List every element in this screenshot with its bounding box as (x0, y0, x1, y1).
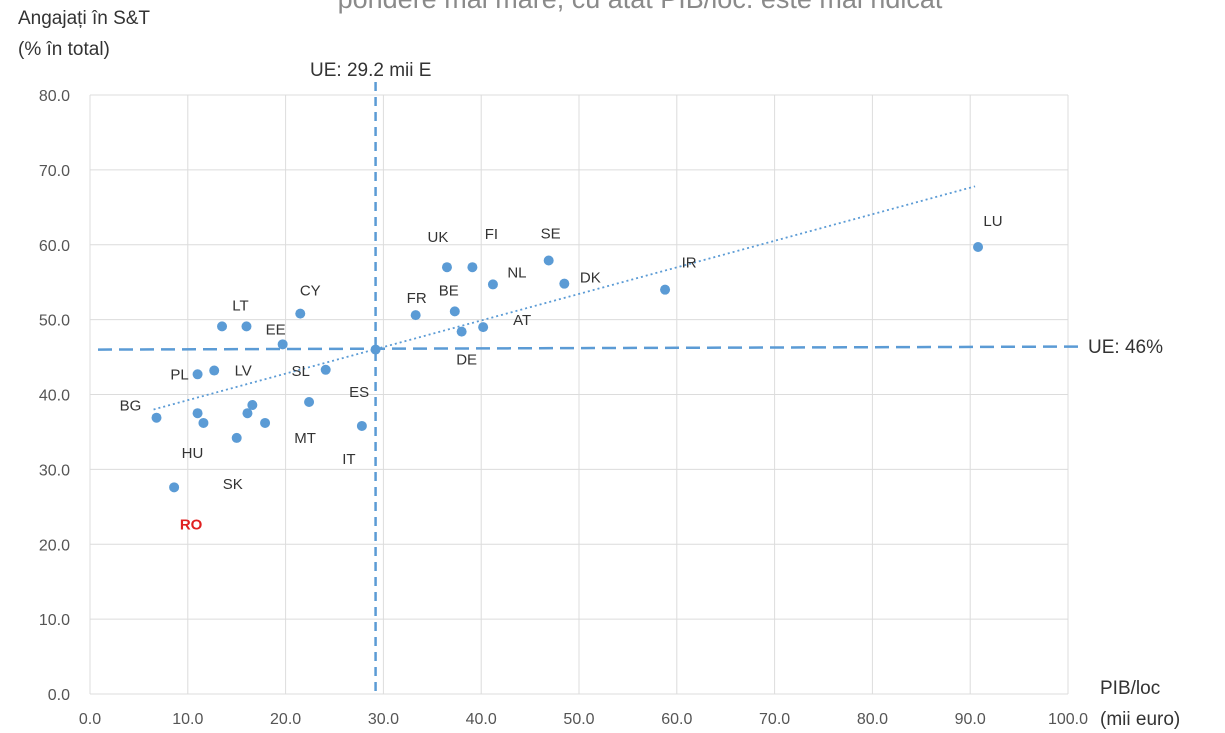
x-tick-label: 0.0 (79, 711, 101, 728)
y-tick-label: 20.0 (39, 537, 70, 554)
data-points: LU IR DK SE NL FI UK AT DE BE FR IT SL ES CY EE MT LT SK LV… (120, 213, 1003, 533)
point-label-bg: BG (120, 398, 142, 415)
point-label-it: IT (342, 451, 355, 468)
data-point (487, 279, 498, 290)
data-point (242, 408, 253, 419)
data-point (356, 420, 367, 431)
x-tick-label: 40.0 (466, 711, 497, 728)
trendline-path (153, 185, 976, 411)
x-tick-label: 60.0 (661, 711, 692, 728)
horizontal-reference-line (97, 345, 1079, 351)
data-point (449, 306, 460, 317)
data-point (467, 262, 478, 273)
data-point (410, 310, 421, 321)
y-tick-label: 10.0 (39, 612, 70, 629)
data-point (559, 278, 570, 289)
data-point (192, 369, 203, 380)
x-tick-label: 20.0 (270, 711, 301, 728)
point-label-ir: IR (682, 255, 697, 272)
data-point (973, 241, 984, 252)
y-axis-title-line1: Angajați în S&T (18, 8, 150, 29)
x-tick-labels: 0.0 10.0 20.0 30.0 40.0 50.0 60.0 70.0 80.0 90.0 1… (79, 711, 1088, 728)
point-label-sl: SL (292, 363, 310, 380)
point-label-pl: PL (170, 366, 188, 383)
point-label-lu: LU (983, 213, 1002, 230)
x-tick-label: 80.0 (857, 711, 888, 728)
point-label-cy: CY (300, 283, 321, 300)
point-label-at: AT (513, 312, 531, 329)
data-point (456, 326, 467, 337)
y-tick-label: 70.0 (39, 163, 70, 180)
point-label-hu: HU (182, 445, 204, 462)
data-point (217, 321, 228, 332)
point-label-ro: RO (180, 516, 203, 533)
point-label-se: SE (541, 225, 561, 242)
data-point (169, 482, 180, 493)
data-point (277, 339, 288, 350)
point-label-uk: UK (428, 229, 449, 246)
trendline (153, 185, 976, 411)
point-label-sk: SK (223, 476, 243, 493)
data-point (247, 399, 258, 410)
gridlines (89, 94, 1069, 695)
data-point (543, 255, 554, 266)
y-tick-label: 60.0 (39, 238, 70, 255)
data-point (320, 364, 331, 375)
x-tick-label: 30.0 (368, 711, 399, 728)
y-tick-label: 0.0 (48, 687, 70, 704)
data-point (304, 396, 315, 407)
point-label-ee: EE (266, 321, 286, 338)
horizontal-reference-label: UE: 46% (1088, 337, 1163, 358)
y-tick-label: 80.0 (39, 88, 70, 105)
data-point (295, 308, 306, 319)
point-label-de: DE (456, 352, 477, 369)
data-point (209, 365, 220, 376)
point-label-nl: NL (507, 264, 526, 281)
x-tick-label: 50.0 (563, 711, 594, 728)
y-tick-labels: 0.0 10.0 20.0 30.0 40.0 50.0 60.0 70.0 80.0 (39, 88, 70, 704)
data-point (192, 408, 203, 419)
point-label-lv: LV (235, 363, 252, 380)
point-label-fi: FI (485, 226, 498, 243)
y-tick-label: 50.0 (39, 313, 70, 330)
data-point (478, 322, 489, 333)
point-label-be: BE (439, 282, 459, 299)
reference-lines (97, 82, 1079, 694)
point-label-dk: DK (580, 270, 601, 287)
point-label-mt: MT (294, 430, 316, 447)
data-point (441, 262, 452, 273)
x-axis-title-line1: PIB/loc (1100, 678, 1160, 699)
data-point (370, 344, 381, 355)
chart-title: pondere mai mare, cu atât PIB/loc. este … (338, 0, 943, 14)
x-tick-label: 90.0 (955, 711, 986, 728)
x-tick-label: 10.0 (172, 711, 203, 728)
data-point (198, 417, 209, 428)
y-axis-title-line2: (% în total) (18, 39, 110, 60)
vertical-reference-label: UE: 29.2 mii E (310, 60, 431, 81)
y-tick-label: 30.0 (39, 462, 70, 479)
data-point (241, 321, 252, 332)
y-tick-label: 40.0 (39, 388, 70, 405)
data-point (151, 412, 162, 423)
point-label-lt: LT (232, 297, 248, 314)
point-label-es: ES (349, 384, 369, 401)
x-axis-title-line2: (mii euro) (1100, 709, 1180, 730)
x-tick-label: 70.0 (759, 711, 790, 728)
x-tick-label: 100.0 (1048, 711, 1088, 728)
point-label-fr: FR (407, 290, 427, 307)
data-point (231, 432, 242, 443)
data-point (660, 284, 671, 295)
data-point (260, 417, 271, 428)
